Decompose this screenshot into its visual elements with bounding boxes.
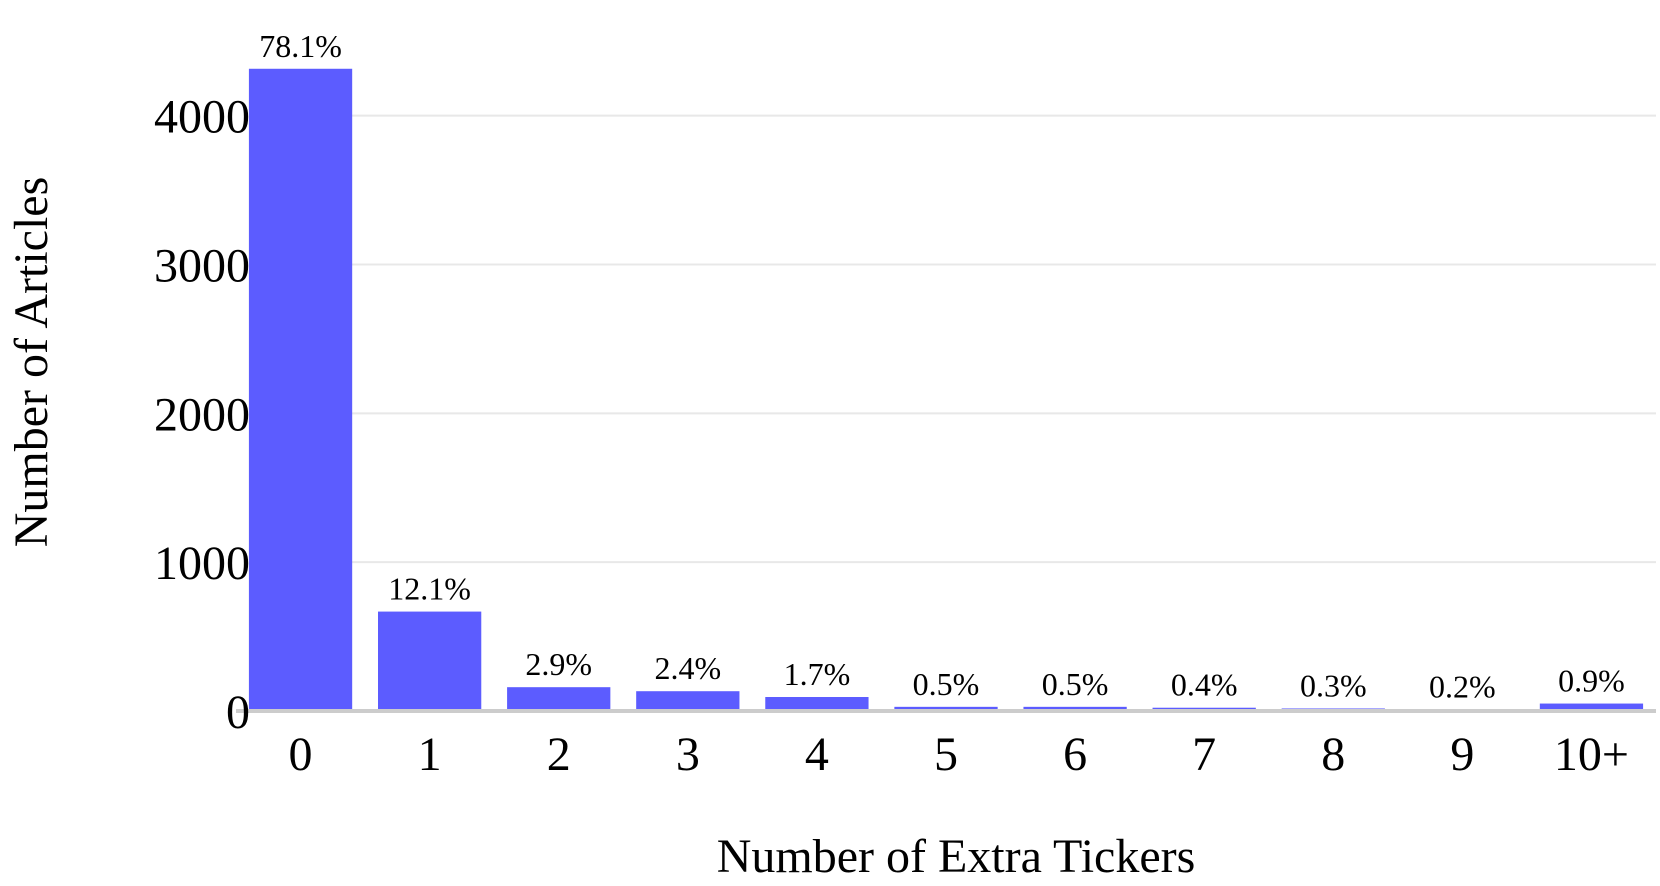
y-tick-label: 0 <box>226 686 250 739</box>
x-tick-label: 9 <box>1450 728 1474 781</box>
data-label: 0.5% <box>1042 666 1109 702</box>
y-tick-labels: 0 1000 2000 3000 4000 <box>154 91 250 739</box>
data-label: 2.9% <box>525 646 592 682</box>
x-tick-label: 0 <box>289 728 313 781</box>
x-tick-label: 10+ <box>1554 728 1629 781</box>
y-tick-label: 2000 <box>154 388 250 441</box>
data-label: 2.4% <box>654 650 721 686</box>
y-tick-label: 1000 <box>154 537 250 590</box>
y-axis-title: Number of Articles <box>5 177 58 548</box>
bar <box>378 611 482 711</box>
x-axis-title: Number of Extra Tickers <box>717 830 1196 883</box>
x-tick-label: 6 <box>1063 728 1087 781</box>
data-label: 0.3% <box>1300 667 1367 703</box>
bar <box>1023 706 1127 711</box>
data-label: 78.1% <box>259 28 342 64</box>
data-label: 12.1% <box>388 571 471 607</box>
x-tick-label: 8 <box>1321 728 1345 781</box>
y-tick-label: 3000 <box>154 239 250 292</box>
data-label: 0.9% <box>1558 663 1625 699</box>
gridlines <box>346 114 1656 564</box>
bar <box>248 68 353 711</box>
data-label: 0.4% <box>1171 667 1238 703</box>
data-label: 1.7% <box>784 656 851 692</box>
x-tick-label: 3 <box>676 728 700 781</box>
x-tick-label: 5 <box>934 728 958 781</box>
bar <box>1539 703 1644 711</box>
data-labels: 78.1% 12.1% 2.9% 2.4% 1.7% 0.5% 0.5% 0.4% 0.3% 0.… <box>259 28 1625 705</box>
x-tick-label: 1 <box>418 728 442 781</box>
bar <box>507 687 611 711</box>
bar <box>636 691 740 711</box>
bar <box>894 706 998 711</box>
x-tick-label: 4 <box>805 728 829 781</box>
y-tick-label: 4000 <box>154 91 250 144</box>
bars <box>248 68 1644 712</box>
bar <box>765 697 869 711</box>
x-tick-label: 2 <box>547 728 571 781</box>
data-label: 0.2% <box>1429 668 1496 704</box>
x-tick-label: 7 <box>1192 728 1216 781</box>
x-tick-labels: 0 1 2 3 4 5 6 7 8 9 10+ <box>289 728 1629 781</box>
data-label: 0.5% <box>913 666 980 702</box>
